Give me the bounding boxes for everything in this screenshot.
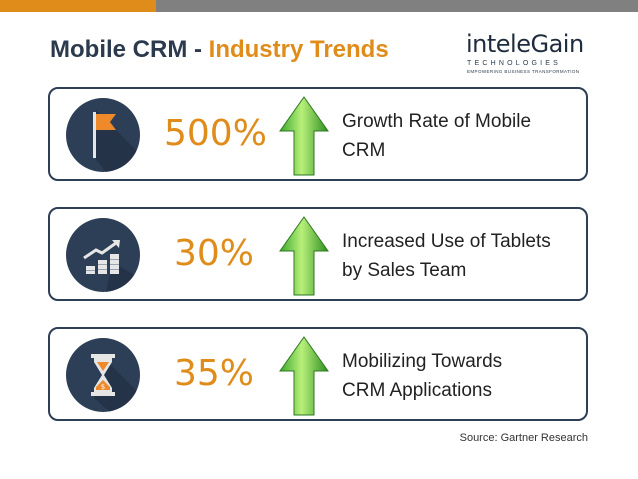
title-separator: - [187, 36, 209, 63]
trend-description: Growth Rate of Mobile CRM [342, 107, 582, 165]
hourglass-icon: $ [66, 338, 140, 412]
trend-value: 30% [174, 233, 255, 274]
page-title: Mobile CRM - Industry Trends [50, 36, 389, 64]
trend-description-line2: CRM [342, 140, 386, 161]
company-logo: inteleGain TECHNOLOGIES EMPOWERING BUSIN… [466, 18, 596, 74]
logo-wordmark: inteleGain [466, 30, 584, 58]
coins-growth-icon [66, 218, 140, 292]
trend-description-line1: Increased Use of Tablets [342, 231, 551, 252]
trend-description: Increased Use of Tablets by Sales Team [342, 227, 582, 285]
trend-value: 500% [164, 113, 267, 154]
up-arrow-icon [279, 336, 329, 416]
top-bar-gray-segment [156, 0, 638, 12]
trend-value: 35% [174, 353, 255, 394]
top-accent-bar [0, 0, 638, 12]
flag-icon [66, 98, 140, 172]
trend-card-tablet-use: 30% Increased Use of Tablets by Sales Te… [48, 207, 588, 301]
top-bar-orange-segment [0, 0, 156, 12]
source-citation: Source: Gartner Research [459, 432, 588, 444]
title-main: Mobile CRM [50, 36, 188, 63]
logo-subtitle: TECHNOLOGIES [467, 60, 562, 67]
title-accent: Industry Trends [208, 36, 389, 63]
up-arrow-icon [279, 216, 329, 296]
trend-description-line1: Growth Rate of Mobile [342, 111, 532, 132]
trend-card-crm-applications: $ 35% Mobilizing Towards CRM Application… [48, 327, 588, 421]
trend-description-line2: CRM Applications [342, 380, 492, 401]
trend-description-line2: by Sales Team [342, 260, 467, 281]
svg-text:$: $ [101, 383, 105, 391]
up-arrow-icon [279, 96, 329, 176]
trend-description: Mobilizing Towards CRM Applications [342, 347, 582, 405]
trend-card-mobile-crm-growth: 500% Growth Rate of Mobile CRM [48, 87, 588, 181]
logo-tagline: EMPOWERING BUSINESS TRANSFORMATION [467, 69, 580, 74]
trend-description-line1: Mobilizing Towards [342, 351, 503, 372]
